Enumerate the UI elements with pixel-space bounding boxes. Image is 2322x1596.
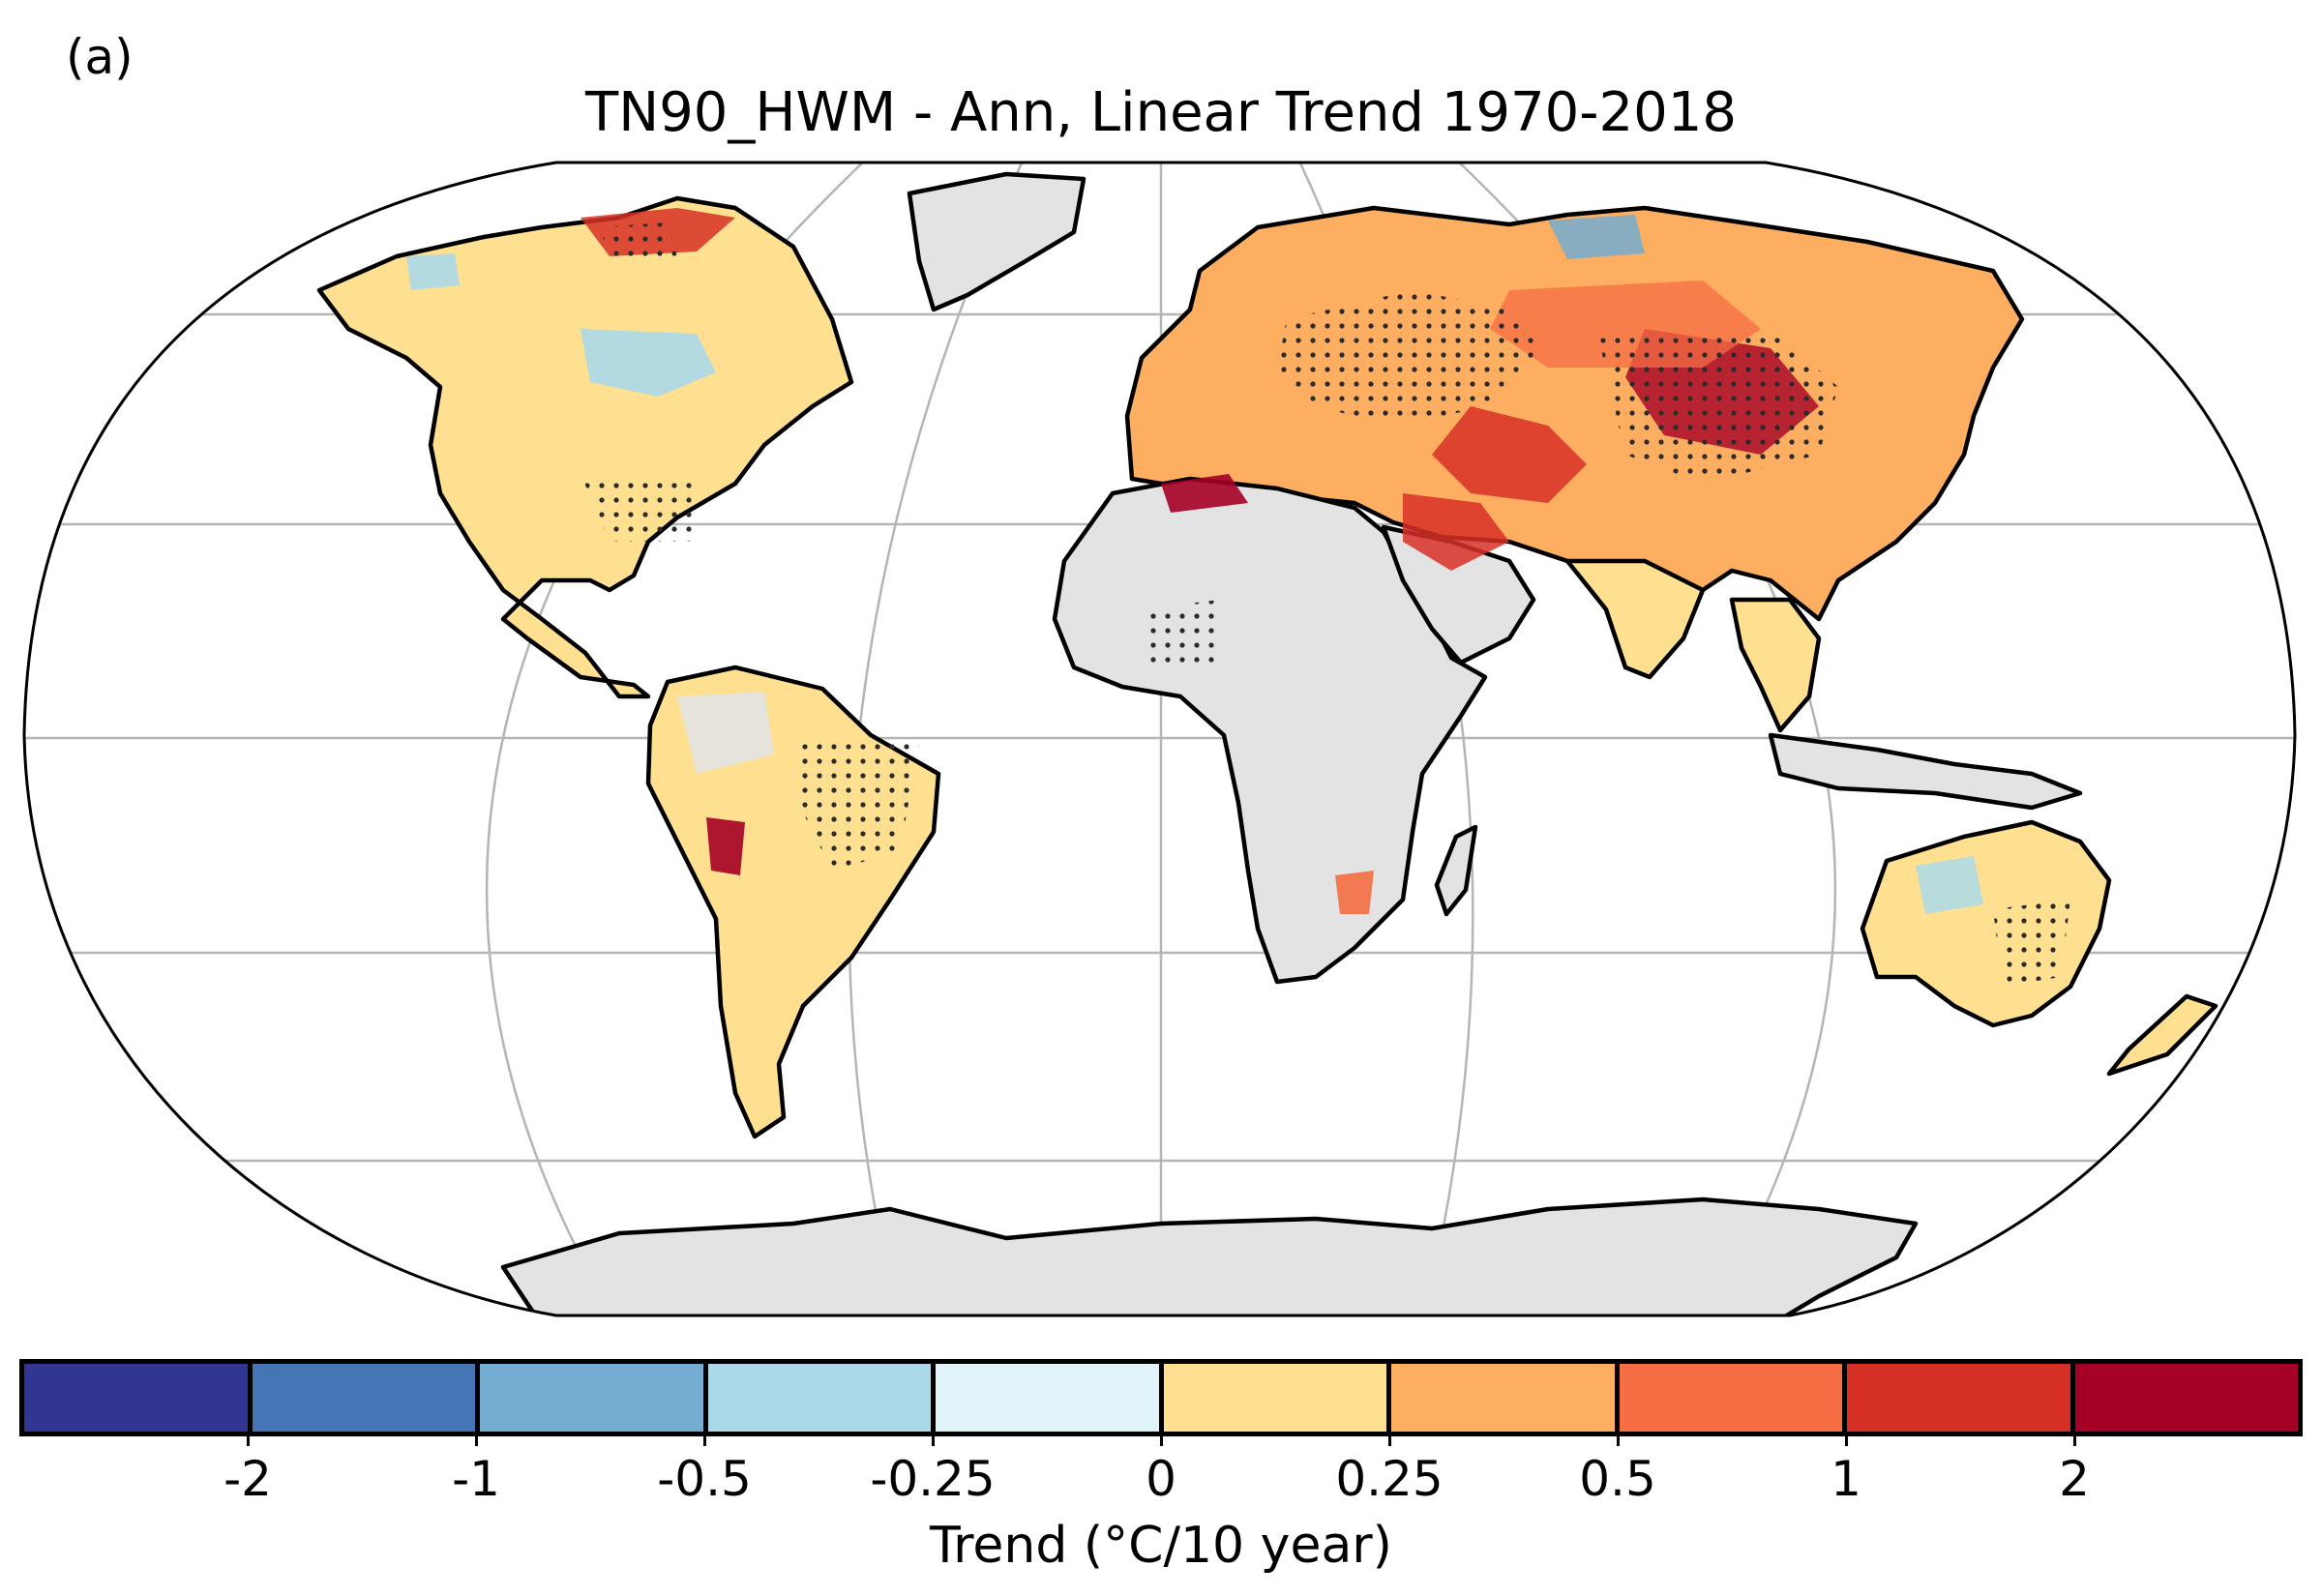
colorbar-tick-label: -1: [452, 1451, 500, 1507]
colorbar-tick-mark: [703, 1436, 706, 1446]
colorbar-tick-label: -2: [223, 1451, 272, 1507]
colorbar-segment: [2074, 1364, 2298, 1432]
colorbar-tick-mark: [932, 1436, 935, 1446]
region-indonesia: [1768, 732, 2083, 811]
region-australia: [1860, 819, 2112, 1028]
map-boundary: [22, 161, 2297, 1317]
colorbar-tick-label: 1: [1831, 1451, 1861, 1507]
colorbar-tick-mark: [247, 1436, 250, 1446]
colorbar-tick-label: -0.25: [870, 1451, 996, 1507]
colorbar-tick-mark: [1617, 1436, 1620, 1446]
coolspot-alaska: [406, 253, 460, 290]
colorbar-segment: [24, 1364, 253, 1432]
region-new-zealand: [2106, 993, 2218, 1077]
colorbar-segment: [1391, 1364, 1620, 1432]
stipple-australia: [1993, 900, 2070, 987]
region-antarctica: [500, 1197, 1919, 1315]
region-madagascar: [1434, 824, 1478, 917]
coolspot-hudson-bay: [580, 329, 716, 397]
colorbar-segment: [1163, 1364, 1391, 1432]
colorbar-tick-mark: [1160, 1436, 1163, 1446]
stipple-eastern-usa: [580, 474, 697, 542]
hotspot-central-asia: [1432, 406, 1587, 503]
colorbar-tick-mark: [1845, 1436, 1848, 1446]
colorbar-segment: [1619, 1364, 1847, 1432]
colorbar-tick-mark: [2073, 1436, 2076, 1446]
significance-stippling: [580, 222, 2070, 987]
map-title: TN90_HWM - Ann, Linear Trend 1970-2018: [585, 81, 1737, 144]
coolspot-amazon: [677, 692, 774, 774]
hotspot-andes: [706, 817, 745, 875]
colorbar-label: Trend (°C/10 year): [930, 1517, 1392, 1575]
colorbar-tick-label: 0: [1146, 1451, 1176, 1507]
colorbar-tick-label: -0.5: [657, 1451, 752, 1507]
colorbar-segment: [707, 1364, 936, 1432]
coolspot-siberia: [1548, 215, 1645, 259]
hotspot-southern-africa: [1335, 871, 1374, 914]
stipple-east-asia: [1596, 329, 1838, 484]
stipple-sahel: [1142, 600, 1219, 672]
hotspot-iran: [1403, 493, 1509, 571]
hotspot-north-africa: [1161, 474, 1248, 513]
colorbar-tick-mark: [1388, 1436, 1391, 1446]
region-greenland: [907, 171, 1087, 312]
colorbar: [19, 1359, 2303, 1436]
colorbar-segment: [252, 1364, 480, 1432]
panel-label: (a): [66, 29, 134, 85]
colorbar-segment: [936, 1364, 1164, 1432]
region-southeast-asia: [1729, 597, 1822, 733]
colorbar-tick-label: 0.5: [1579, 1451, 1656, 1507]
colorbar-tick-mark: [475, 1436, 478, 1446]
colorbar-segment: [480, 1364, 708, 1432]
stipple-brazil: [793, 735, 919, 871]
world-map: [22, 161, 2297, 1317]
colorbar-segment: [1847, 1364, 2075, 1432]
stipple-arctic: [600, 222, 677, 259]
colorbar-tick-label: 2: [2059, 1451, 2090, 1507]
region-india: [1564, 558, 1706, 680]
coolspot-western-australia: [1916, 856, 1983, 914]
trend-coolspots: [406, 215, 1983, 914]
colorbar-tick-label: 0.25: [1335, 1451, 1444, 1507]
stipple-central-eurasia: [1277, 290, 1548, 426]
region-north-america: [316, 195, 854, 699]
